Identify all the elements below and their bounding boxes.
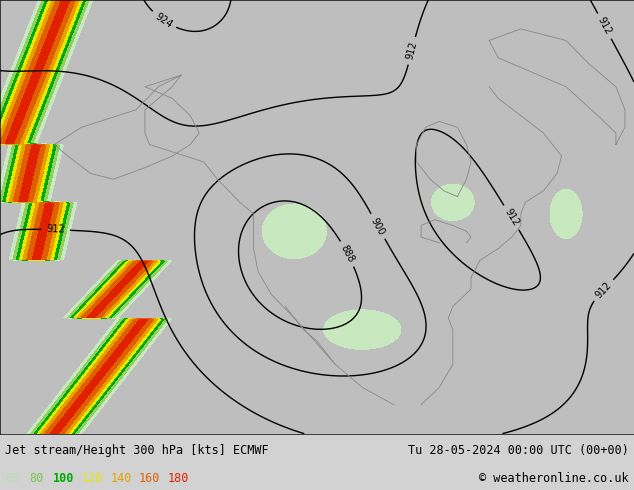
Text: 912: 912: [46, 224, 65, 235]
Text: Tu 28-05-2024 00:00 UTC (00+00): Tu 28-05-2024 00:00 UTC (00+00): [408, 444, 629, 457]
Text: 60: 60: [5, 472, 19, 485]
Text: 924: 924: [153, 11, 174, 30]
Text: Jet stream/Height 300 hPa [kts] ECMWF: Jet stream/Height 300 hPa [kts] ECMWF: [5, 444, 269, 457]
Text: 900: 900: [369, 216, 387, 237]
Text: 140: 140: [110, 472, 132, 485]
Text: 912: 912: [502, 207, 521, 228]
Text: © weatheronline.co.uk: © weatheronline.co.uk: [479, 472, 629, 485]
Text: 912: 912: [404, 41, 419, 61]
Text: 888: 888: [339, 244, 356, 264]
Text: 80: 80: [29, 472, 43, 485]
Text: 180: 180: [167, 472, 189, 485]
Text: 912: 912: [593, 280, 614, 300]
Text: 160: 160: [139, 472, 160, 485]
Text: 120: 120: [82, 472, 103, 485]
Text: 912: 912: [596, 16, 613, 37]
Text: 100: 100: [53, 472, 75, 485]
